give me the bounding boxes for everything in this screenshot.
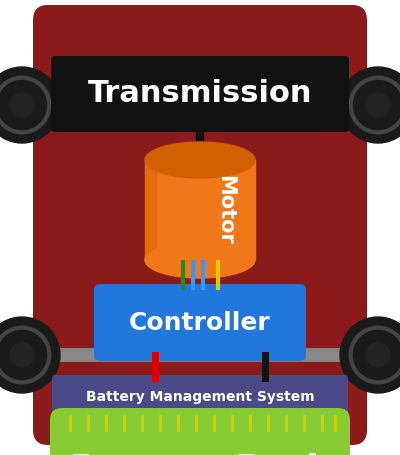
Text: Motor: Motor xyxy=(215,175,235,245)
Circle shape xyxy=(0,67,60,143)
Ellipse shape xyxy=(145,242,255,278)
Bar xyxy=(145,160,156,260)
FancyBboxPatch shape xyxy=(50,408,350,455)
FancyBboxPatch shape xyxy=(33,5,367,445)
Text: Controller: Controller xyxy=(129,310,271,334)
FancyBboxPatch shape xyxy=(52,375,348,419)
Circle shape xyxy=(366,343,390,367)
Bar xyxy=(145,160,255,260)
Circle shape xyxy=(0,317,60,393)
Circle shape xyxy=(340,317,400,393)
Polygon shape xyxy=(48,22,352,80)
FancyBboxPatch shape xyxy=(94,284,306,361)
Circle shape xyxy=(366,93,390,117)
Text: Battery Pack: Battery Pack xyxy=(70,453,330,455)
Text: Transmission: Transmission xyxy=(88,80,312,108)
FancyBboxPatch shape xyxy=(51,56,349,132)
Circle shape xyxy=(10,343,34,367)
Circle shape xyxy=(10,93,34,117)
Circle shape xyxy=(340,67,400,143)
Ellipse shape xyxy=(145,142,255,178)
Text: Battery Management System: Battery Management System xyxy=(86,390,314,404)
